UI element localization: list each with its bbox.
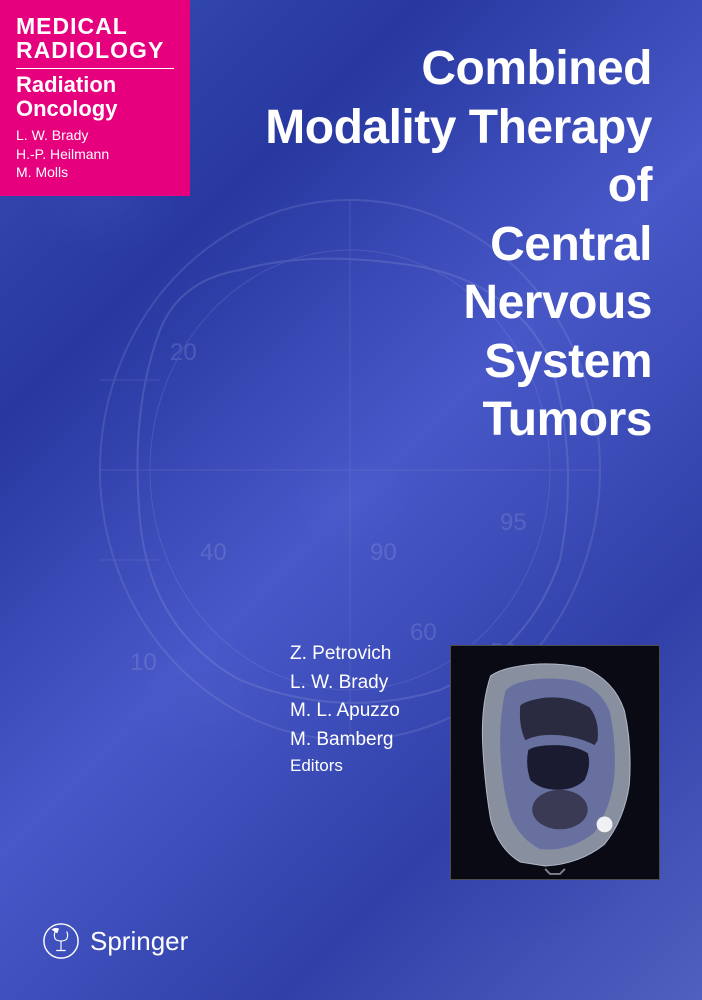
editors-block: Z. Petrovich L. W. Brady M. L. Apuzzo M.… xyxy=(290,640,400,776)
series-editor-3: M. Molls xyxy=(16,163,174,182)
series-title-line2: RADIOLOGY xyxy=(16,38,174,62)
series-divider xyxy=(16,68,174,69)
editor-2: L. W. Brady xyxy=(290,669,400,698)
mri-scan-image xyxy=(450,645,660,880)
title-line-5: Nervous xyxy=(265,274,652,333)
editor-4: M. Bamberg xyxy=(290,726,400,755)
series-title-line1: MEDICAL xyxy=(16,14,174,38)
svg-text:90: 90 xyxy=(370,539,397,566)
springer-logo-icon xyxy=(42,922,80,960)
editors-label: Editors xyxy=(290,756,400,776)
title-line-7: Tumors xyxy=(265,391,652,450)
series-badge: MEDICAL RADIOLOGY Radiation Oncology L. … xyxy=(0,0,190,196)
svg-text:10: 10 xyxy=(130,649,157,676)
book-cover: 20 40 10 90 60 95 50 MEDICAL RADIOLOGY R… xyxy=(0,0,702,1000)
svg-text:20: 20 xyxy=(170,339,197,366)
editor-1: Z. Petrovich xyxy=(290,640,400,669)
title-line-4: Central xyxy=(265,216,652,275)
subseries-line1: Radiation xyxy=(16,73,174,97)
publisher-block: Springer xyxy=(42,922,188,960)
book-title: Combined Modality Therapy of Central Ner… xyxy=(265,40,652,450)
series-editor-2: H.-P. Heilmann xyxy=(16,145,174,164)
svg-text:95: 95 xyxy=(500,509,527,536)
series-editor-1: L. W. Brady xyxy=(16,126,174,145)
svg-text:60: 60 xyxy=(410,619,437,646)
publisher-name: Springer xyxy=(90,926,188,957)
svg-text:40: 40 xyxy=(200,539,227,566)
title-line-2: Modality Therapy xyxy=(265,99,652,158)
title-line-1: Combined xyxy=(265,40,652,99)
editor-3: M. L. Apuzzo xyxy=(290,697,400,726)
title-line-3: of xyxy=(265,157,652,216)
subseries-line2: Oncology xyxy=(16,97,174,121)
title-line-6: System xyxy=(265,333,652,392)
